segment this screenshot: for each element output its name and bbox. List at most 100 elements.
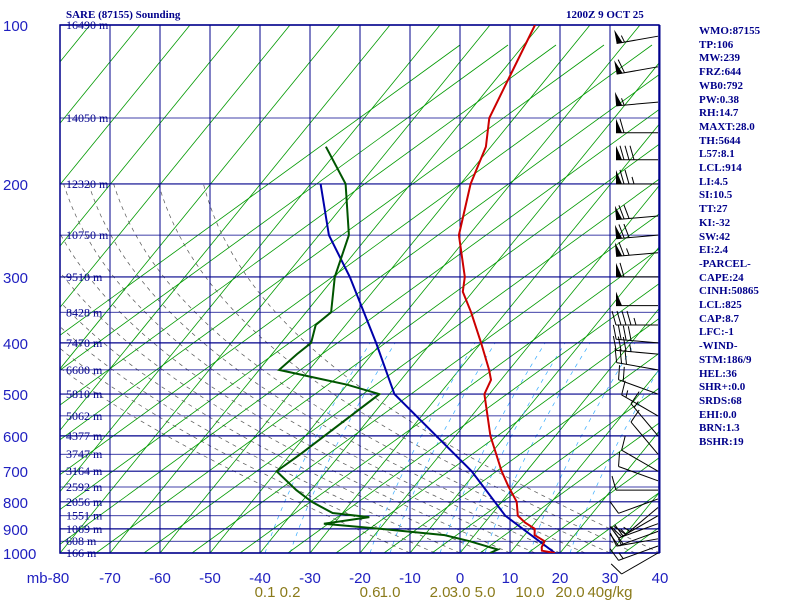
temperature-tick-label: 40 xyxy=(652,570,669,587)
wind-barb-feather xyxy=(621,435,626,451)
temperature-tick-label: -20 xyxy=(349,570,371,587)
wind-barb-half-feather xyxy=(626,248,630,256)
wind-barb xyxy=(611,310,658,326)
isotherm-line xyxy=(309,123,659,553)
wind-barb-staff xyxy=(616,101,659,107)
wind-barb xyxy=(609,530,659,547)
height-label: 9510 m xyxy=(66,270,103,284)
wind-barb-staff xyxy=(618,379,659,395)
wind-barb-half-feather xyxy=(625,390,629,398)
wind-barb-feather xyxy=(611,310,617,326)
index-item: LFC:-1 xyxy=(699,326,734,339)
height-label: 8428 m xyxy=(66,305,103,319)
isotherm-line xyxy=(559,430,659,553)
isotherm-line xyxy=(459,308,659,553)
mixing-ratio-label: 3.0 xyxy=(450,584,471,600)
wind-barb-feather xyxy=(618,241,625,256)
index-item: EI:2.4 xyxy=(699,244,729,257)
height-label: 608 m xyxy=(66,534,97,548)
wind-barb-staff xyxy=(616,349,659,355)
temperature-line xyxy=(457,25,556,553)
dry-adiabat xyxy=(768,45,800,553)
height-label: 12320 m xyxy=(66,177,109,191)
wind-barb-feather xyxy=(613,525,627,535)
wind-barb xyxy=(618,365,659,395)
wind-barb-feather xyxy=(618,365,621,380)
wind-barb-half-feather xyxy=(620,35,625,43)
wind-barb-staff xyxy=(616,252,659,257)
wind-barb xyxy=(609,545,659,561)
height-label: 6600 m xyxy=(66,363,103,377)
mixing-ratio-line xyxy=(264,342,371,553)
index-item: KI:-32 xyxy=(699,216,731,229)
wind-barb xyxy=(614,204,659,221)
dry-adiabat xyxy=(95,143,659,553)
index-item: SI:10.5 xyxy=(699,189,733,202)
wind-barb-feather xyxy=(617,325,622,340)
mixing-ratio-label: 0.6 xyxy=(360,584,381,600)
moist-adiabat xyxy=(60,232,536,553)
temperature-tick-label: 30 xyxy=(602,570,619,587)
dry-adiabat xyxy=(60,44,557,406)
wind-barb-pennant xyxy=(614,224,623,239)
isotherm-line xyxy=(60,25,191,186)
wind-barb-feather xyxy=(623,204,630,219)
wind-barb-feather xyxy=(618,451,621,467)
isotherm-line xyxy=(60,25,391,431)
index-item: FRZ:644 xyxy=(699,66,742,79)
index-item: STM:186/9 xyxy=(699,353,752,366)
wind-barb-feather xyxy=(619,118,625,133)
temperature-tick-label: -70 xyxy=(99,570,121,587)
wind-barb-feather xyxy=(612,336,617,351)
wind-barb xyxy=(616,169,658,185)
wind-barb xyxy=(612,324,659,344)
isotherm-line xyxy=(60,25,491,553)
wind-barb-staff xyxy=(616,215,659,221)
index-item: SW:42 xyxy=(699,230,731,243)
dry-adiabat xyxy=(60,74,659,510)
wind-barb-staff xyxy=(616,538,659,547)
pressure-label: 900 xyxy=(3,522,28,539)
wind-barb-feather xyxy=(622,366,625,382)
temperature-tick-label: -50 xyxy=(199,570,221,587)
wind-barb xyxy=(616,145,658,161)
wind-barb xyxy=(616,291,658,307)
wind-barb xyxy=(614,91,659,107)
pressure-label: 1000 xyxy=(3,546,36,563)
height-label: 5062 m xyxy=(66,409,103,423)
wind-barb-feather xyxy=(617,336,622,351)
height-label: 16490 m xyxy=(66,18,109,32)
wind-barb-feather xyxy=(614,348,618,363)
wind-barb-feather xyxy=(626,310,632,326)
wind-barb-pennant xyxy=(614,60,623,75)
dry-adiabat xyxy=(143,178,659,553)
index-item: LCL:914 xyxy=(699,162,742,175)
index-item: HEL:36 xyxy=(699,367,737,380)
wind-barb xyxy=(612,336,659,355)
wind-barb-half-feather xyxy=(623,526,630,532)
mixing-ratio-label: 1.0 xyxy=(380,584,401,600)
pressure-label: 800 xyxy=(3,495,28,512)
mixing-ratio-label: 0.1 xyxy=(255,584,276,600)
index-item: LI:4.5 xyxy=(699,175,729,188)
index-item: WMO:87155 xyxy=(699,25,761,37)
plot-area xyxy=(60,25,800,553)
moist-adiabat xyxy=(63,183,561,553)
dry-adiabat xyxy=(335,318,659,553)
temperature-tick-label: 10 xyxy=(502,570,519,587)
wind-barb-pennant xyxy=(616,118,622,133)
index-item: LCL:825 xyxy=(699,299,742,312)
wind-barb-feather xyxy=(609,501,619,514)
wind-barb-staff xyxy=(618,523,659,539)
pressure-label: 300 xyxy=(3,270,28,287)
wind-barb xyxy=(610,552,659,575)
wind-barb xyxy=(616,262,658,278)
moist-adiabat xyxy=(113,183,611,553)
wind-barb xyxy=(614,29,659,44)
height-label: 4377 m xyxy=(66,429,103,443)
dry-adiabat xyxy=(239,248,659,553)
index-item: BSHR:19 xyxy=(699,436,744,449)
wind-barb-staff xyxy=(621,552,659,575)
dry-adiabat xyxy=(431,387,659,553)
isotherm-line xyxy=(60,25,441,493)
